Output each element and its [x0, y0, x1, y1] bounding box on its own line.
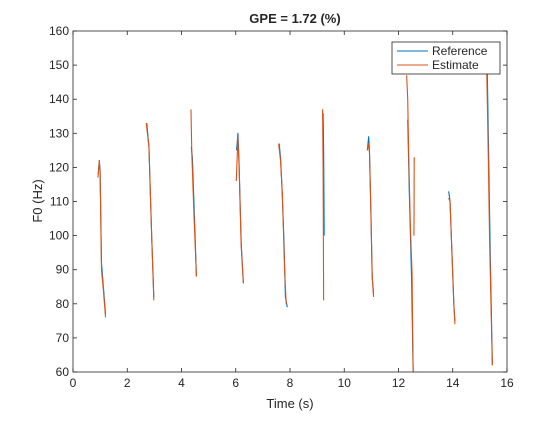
x-tick-label: 0	[70, 376, 77, 390]
y-tick-label: 100	[49, 229, 69, 243]
x-tick-label: 12	[392, 376, 406, 390]
x-tick-label: 16	[500, 376, 514, 390]
y-tick-label: 140	[49, 92, 69, 106]
x-tick-label: 2	[124, 376, 131, 390]
x-tick-label: 4	[178, 376, 185, 390]
x-tick-label: 8	[287, 376, 294, 390]
y-tick-label: 80	[56, 297, 70, 311]
y-tick-label: 120	[49, 160, 69, 174]
chart-title: GPE = 1.72 (%)	[249, 11, 340, 26]
legend-label-estimate: Estimate	[432, 58, 479, 72]
y-tick-label: 70	[56, 331, 70, 345]
x-axis-label: Time (s)	[266, 396, 313, 411]
legend-label-reference: Reference	[432, 44, 488, 58]
x-tick-label: 6	[232, 376, 239, 390]
y-axis-label: F0 (Hz)	[30, 179, 45, 222]
y-tick-label: 60	[56, 365, 70, 379]
y-tick-label: 160	[49, 24, 69, 38]
y-tick-label: 130	[49, 126, 69, 140]
y-tick-label: 90	[56, 263, 70, 277]
x-tick-label: 10	[338, 376, 352, 390]
axes-background	[73, 31, 507, 372]
y-tick-label: 110	[50, 195, 69, 209]
x-tick-label: 14	[446, 376, 460, 390]
y-tick-label: 150	[49, 58, 69, 72]
